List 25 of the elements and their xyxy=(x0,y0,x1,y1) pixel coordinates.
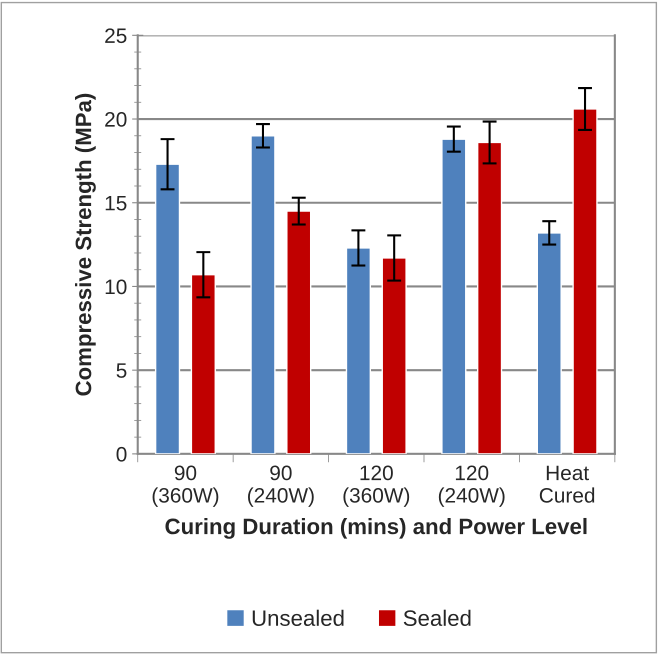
x-tick-label: 90 (240W) xyxy=(248,466,314,507)
bar xyxy=(536,232,562,454)
y-tick-label: 0 xyxy=(116,446,126,462)
y-tick-label: 20 xyxy=(105,112,126,127)
bar xyxy=(346,247,372,454)
bar xyxy=(286,210,312,454)
bar xyxy=(382,257,407,454)
y-tick-label: 25 xyxy=(105,28,126,44)
bar xyxy=(154,164,180,454)
x-tick-label: 90 (360W) xyxy=(152,466,218,507)
legend-label: Sealed xyxy=(404,610,470,626)
x-tick-label: 120 (360W) xyxy=(343,466,410,507)
bar xyxy=(572,108,598,454)
y-axis-title: Compressive Strength (MPa) xyxy=(75,94,96,396)
bar xyxy=(190,274,216,454)
x-axis-title: Curing Duration (mins) and Power Level xyxy=(165,518,586,539)
x-tick-label: Heat Cured xyxy=(540,466,594,503)
legend-label: Unsealed xyxy=(252,610,344,626)
x-tick-label: 120 (240W) xyxy=(438,466,505,507)
bar xyxy=(250,135,276,454)
y-tick-label: 10 xyxy=(106,279,126,294)
y-tick-label: 5 xyxy=(116,363,126,378)
bar xyxy=(441,138,466,454)
bar xyxy=(476,142,502,454)
y-tick-label: 15 xyxy=(106,196,126,210)
